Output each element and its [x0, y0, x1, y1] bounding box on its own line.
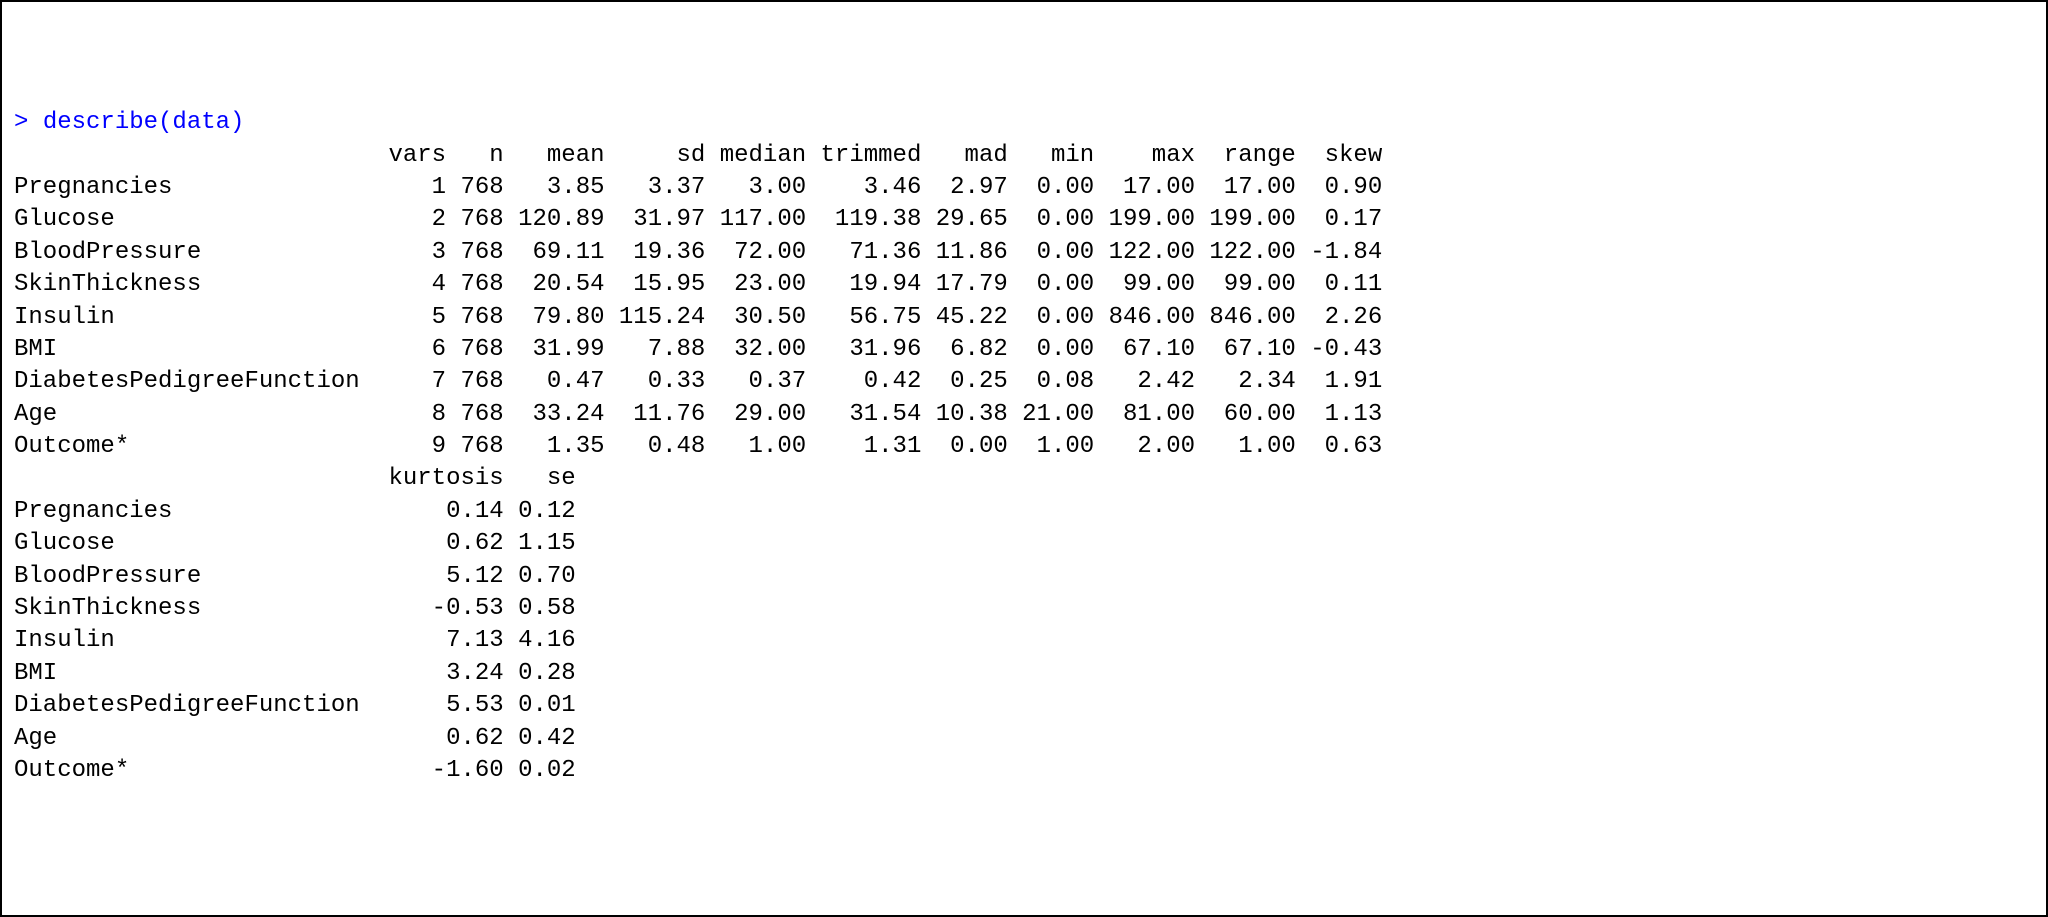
- console-output: vars n mean sd median trimmed mad min ma…: [14, 142, 1382, 784]
- console-command[interactable]: describe(data): [43, 109, 245, 136]
- console-prompt-symbol: >: [14, 109, 28, 136]
